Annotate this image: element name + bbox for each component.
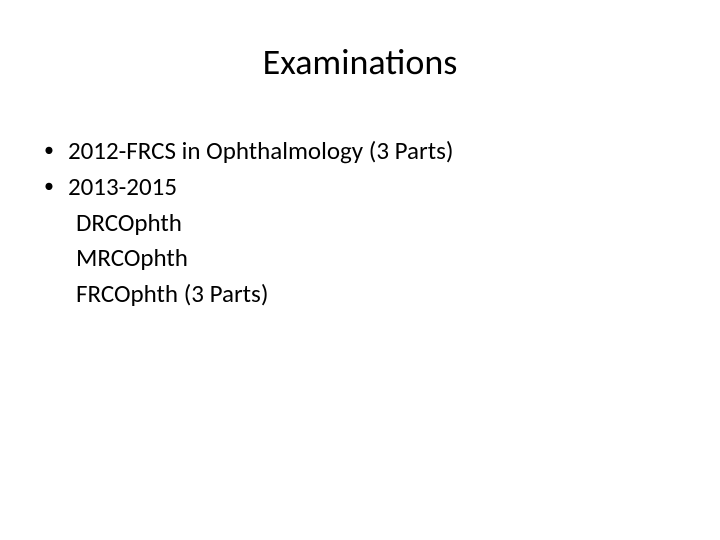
bullet-marker: • (44, 134, 54, 166)
slide-container: Examinations • 2012-FRCS in Ophthalmolog… (0, 0, 720, 540)
bullet-text: 2012-FRCS in Ophthalmology (3 Parts) (68, 134, 680, 168)
slide-title: Examinations (40, 40, 680, 84)
sub-line: DRCOphth (76, 206, 680, 240)
bullet-marker: • (44, 170, 54, 202)
bullet-item: • 2012-FRCS in Ophthalmology (3 Parts) (44, 134, 680, 168)
sub-line: FRCOphth (3 Parts) (76, 277, 680, 311)
bullet-item: • 2013-2015 (44, 170, 680, 204)
slide-content: • 2012-FRCS in Ophthalmology (3 Parts) •… (40, 134, 680, 311)
sub-line: MRCOphth (76, 241, 680, 275)
bullet-text: 2013-2015 (68, 170, 680, 204)
